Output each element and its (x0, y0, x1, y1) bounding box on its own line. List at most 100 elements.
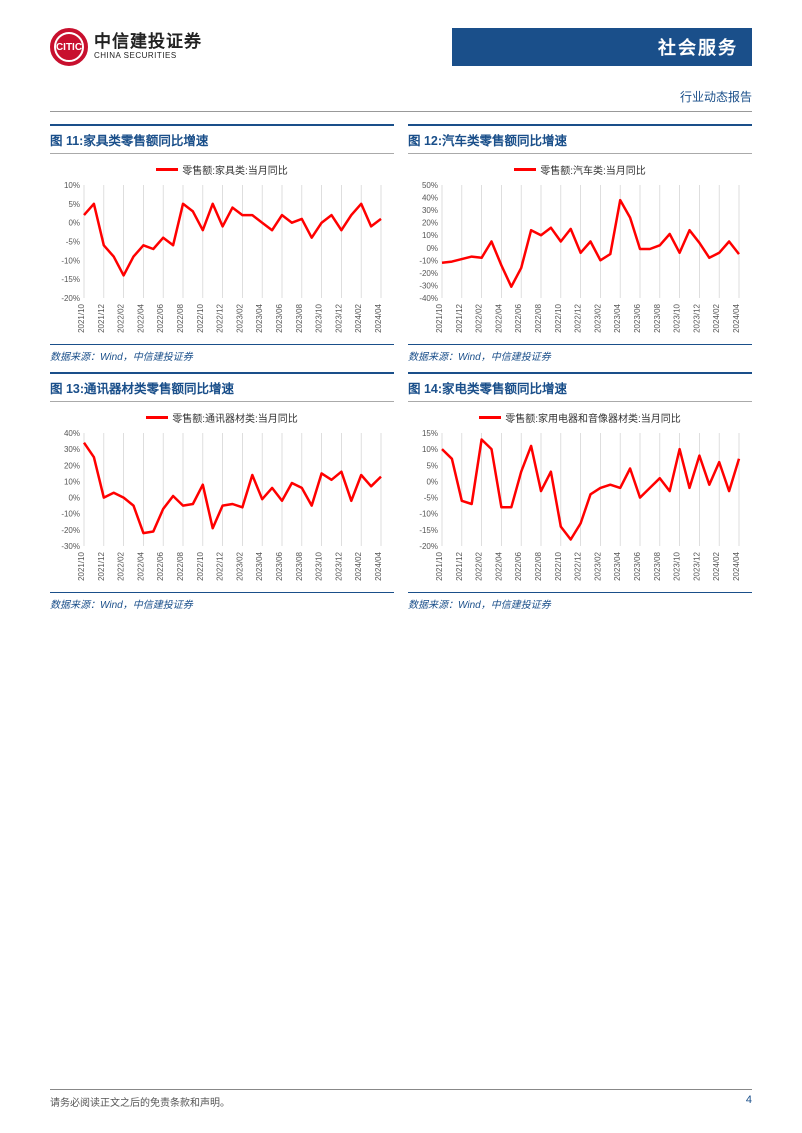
logo-text-en: CHINA SECURITIES (94, 52, 202, 61)
legend-label: 零售额:家具类:当月同比 (182, 162, 288, 177)
svg-text:0%: 0% (426, 244, 438, 253)
svg-text:-30%: -30% (61, 542, 80, 551)
svg-text:2022/08: 2022/08 (176, 303, 185, 332)
svg-text:2023/12: 2023/12 (692, 551, 701, 580)
svg-text:10%: 10% (64, 477, 80, 486)
svg-text:2021/12: 2021/12 (455, 303, 464, 332)
svg-text:2022/06: 2022/06 (156, 303, 165, 332)
svg-text:2023/08: 2023/08 (653, 551, 662, 580)
legend-swatch (514, 168, 536, 171)
chart-title: 图 12:汽车类零售额同比增速 (408, 124, 752, 154)
page-number: 4 (746, 1094, 752, 1109)
svg-text:50%: 50% (422, 181, 438, 190)
svg-text:2023/12: 2023/12 (334, 551, 343, 580)
svg-text:2024/02: 2024/02 (354, 551, 363, 580)
svg-text:-15%: -15% (61, 275, 80, 284)
svg-text:40%: 40% (422, 194, 438, 203)
chart-legend: 零售额:家具类:当月同比 (52, 160, 392, 181)
legend-swatch (156, 168, 178, 171)
svg-text:15%: 15% (422, 429, 438, 438)
svg-text:2022/12: 2022/12 (216, 303, 225, 332)
svg-text:2023/02: 2023/02 (235, 303, 244, 332)
legend-label: 零售额:家用电器和音像器材类:当月同比 (505, 410, 681, 425)
svg-text:-30%: -30% (419, 281, 438, 290)
svg-text:2023/04: 2023/04 (613, 551, 622, 580)
chart-source: 数据来源：Wind，中信建投证券 (408, 344, 752, 366)
svg-text:2022/06: 2022/06 (514, 303, 523, 332)
svg-text:2022/06: 2022/06 (514, 551, 523, 580)
chart-canvas: -30%-20%-10%0%10%20%30%40%2021/102021/12… (52, 429, 392, 584)
svg-text:-20%: -20% (61, 526, 80, 535)
svg-text:2023/02: 2023/02 (593, 551, 602, 580)
legend-label: 零售额:汽车类:当月同比 (540, 162, 646, 177)
svg-text:2023/06: 2023/06 (633, 303, 642, 332)
svg-text:2021/10: 2021/10 (435, 303, 444, 332)
svg-text:-15%: -15% (419, 526, 438, 535)
svg-text:5%: 5% (68, 200, 80, 209)
svg-text:2022/10: 2022/10 (196, 303, 205, 332)
chart-body: 零售额:家用电器和音像器材类:当月同比-20%-15%-10%-5%0%5%10… (408, 402, 752, 592)
svg-text:2023/06: 2023/06 (275, 551, 284, 580)
svg-text:2022/08: 2022/08 (534, 303, 543, 332)
svg-text:2023/06: 2023/06 (275, 303, 284, 332)
svg-text:2022/10: 2022/10 (196, 551, 205, 580)
svg-text:2024/04: 2024/04 (732, 303, 741, 332)
svg-text:2024/02: 2024/02 (712, 551, 721, 580)
chart-block-c11: 图 11:家具类零售额同比增速零售额:家具类:当月同比-20%-15%-10%-… (50, 124, 394, 366)
svg-text:2023/10: 2023/10 (315, 551, 324, 580)
svg-text:2023/06: 2023/06 (633, 551, 642, 580)
svg-text:2022/04: 2022/04 (494, 303, 503, 332)
charts-grid: 图 11:家具类零售额同比增速零售额:家具类:当月同比-20%-15%-10%-… (50, 124, 752, 614)
page-footer: 请务必阅读正文之后的免责条款和声明。 4 (50, 1089, 752, 1109)
svg-text:2022/04: 2022/04 (494, 551, 503, 580)
svg-text:40%: 40% (64, 429, 80, 438)
chart-source: 数据来源：Wind，中信建投证券 (408, 592, 752, 614)
svg-text:10%: 10% (64, 181, 80, 190)
svg-text:10%: 10% (422, 231, 438, 240)
svg-text:2021/10: 2021/10 (435, 551, 444, 580)
svg-text:2022/02: 2022/02 (117, 303, 126, 332)
svg-text:2022/04: 2022/04 (136, 551, 145, 580)
chart-title: 图 14:家电类零售额同比增速 (408, 372, 752, 402)
svg-text:0%: 0% (68, 494, 80, 503)
svg-text:2023/08: 2023/08 (295, 551, 304, 580)
header-category: 社会服务 (452, 28, 752, 66)
svg-text:-10%: -10% (419, 510, 438, 519)
svg-text:2023/04: 2023/04 (255, 551, 264, 580)
svg-text:20%: 20% (422, 219, 438, 228)
chart-legend: 零售额:汽车类:当月同比 (410, 160, 750, 181)
svg-text:2023/12: 2023/12 (692, 303, 701, 332)
svg-text:0%: 0% (68, 219, 80, 228)
svg-text:-40%: -40% (419, 294, 438, 303)
svg-text:2023/08: 2023/08 (295, 303, 304, 332)
svg-text:-20%: -20% (419, 269, 438, 278)
chart-source: 数据来源：Wind，中信建投证券 (50, 592, 394, 614)
svg-text:2024/02: 2024/02 (354, 303, 363, 332)
legend-label: 零售额:通讯器材类:当月同比 (172, 410, 298, 425)
logo-block: CITIC 中信建投证券 CHINA SECURITIES (50, 28, 202, 66)
svg-text:2023/10: 2023/10 (315, 303, 324, 332)
svg-text:2022/02: 2022/02 (117, 551, 126, 580)
svg-text:2022/04: 2022/04 (136, 303, 145, 332)
svg-text:-5%: -5% (424, 494, 438, 503)
svg-text:5%: 5% (426, 461, 438, 470)
header-divider (50, 111, 752, 112)
chart-legend: 零售额:家用电器和音像器材类:当月同比 (410, 408, 750, 429)
svg-text:2023/10: 2023/10 (673, 303, 682, 332)
svg-text:2022/02: 2022/02 (475, 551, 484, 580)
svg-text:-10%: -10% (419, 256, 438, 265)
svg-text:2024/04: 2024/04 (374, 303, 383, 332)
chart-block-c13: 图 13:通讯器材类零售额同比增速零售额:通讯器材类:当月同比-30%-20%-… (50, 372, 394, 614)
svg-text:2023/04: 2023/04 (613, 303, 622, 332)
disclaimer-text: 请务必阅读正文之后的免责条款和声明。 (50, 1094, 230, 1109)
chart-body: 零售额:家具类:当月同比-20%-15%-10%-5%0%5%10%2021/1… (50, 154, 394, 344)
chart-canvas: -20%-15%-10%-5%0%5%10%2021/102021/122022… (52, 181, 392, 336)
logo-icon: CITIC (50, 28, 88, 66)
chart-block-c12: 图 12:汽车类零售额同比增速零售额:汽车类:当月同比 -40% -30% -20% -… (408, 124, 752, 366)
svg-text:20%: 20% (64, 461, 80, 470)
svg-text:2021/10: 2021/10 (77, 303, 86, 332)
svg-text:30%: 30% (64, 445, 80, 454)
svg-text:2023/04: 2023/04 (255, 303, 264, 332)
chart-source: 数据来源：Wind，中信建投证券 (50, 344, 394, 366)
svg-text:2022/08: 2022/08 (176, 551, 185, 580)
